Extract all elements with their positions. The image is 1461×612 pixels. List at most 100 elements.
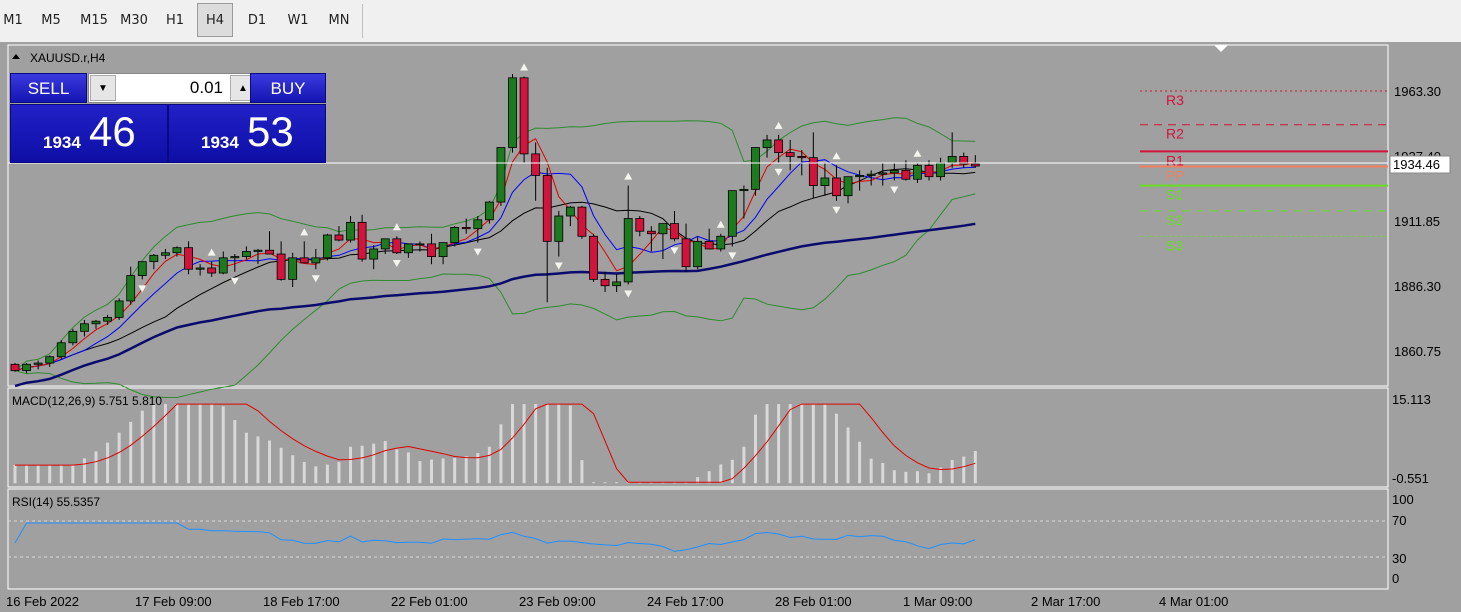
- candle-body: [322, 234, 332, 259]
- tf-h4-button[interactable]: H4: [197, 3, 233, 37]
- candle-body: [288, 257, 298, 280]
- candle-body: [241, 251, 251, 257]
- candle-body: [149, 254, 159, 263]
- candle-body: [774, 139, 784, 154]
- candle-body: [589, 235, 598, 280]
- macd-bar: [244, 432, 248, 484]
- candle-body: [727, 190, 737, 237]
- macd-bar: [753, 414, 757, 484]
- candle-body: [265, 249, 274, 255]
- macd-signal-line: [15, 403, 976, 483]
- macd-bar: [915, 471, 919, 484]
- macd-scale-bottom: -0.551: [1392, 471, 1429, 486]
- macd-bar: [834, 413, 838, 484]
- candle-body: [126, 275, 136, 302]
- ma-slow-line: [14, 168, 976, 372]
- chart-shift-marker[interactable]: [1214, 45, 1228, 52]
- date-tick: 24 Feb 17:00: [647, 594, 724, 609]
- macd-bar: [302, 462, 306, 484]
- macd-bar: [106, 442, 110, 484]
- macd-bar: [649, 482, 653, 484]
- candle-body: [970, 163, 980, 167]
- macd-bar: [592, 482, 595, 484]
- rsi-level: 70: [1392, 513, 1406, 528]
- macd-bar: [881, 462, 885, 484]
- macd-bar: [499, 424, 503, 484]
- rsi-pane[interactable]: [7, 488, 1389, 590]
- fractal-up-icon: [300, 228, 309, 236]
- macd-bar: [187, 404, 191, 484]
- macd-bar: [846, 427, 850, 484]
- buy-price-small: 1934: [201, 133, 239, 152]
- candle-body: [392, 238, 402, 254]
- date-tick: 28 Feb 01:00: [775, 594, 852, 609]
- fractal-up-icon: [716, 220, 725, 228]
- macd-bar: [360, 445, 364, 484]
- candle-body: [577, 206, 587, 237]
- fractal-up-icon: [624, 172, 633, 180]
- macd-bar: [453, 457, 457, 484]
- candle-body: [554, 215, 564, 242]
- candle-body: [473, 219, 483, 230]
- candlesticks: [10, 74, 980, 374]
- candle-body: [565, 206, 575, 217]
- macd-bar: [626, 482, 630, 484]
- candle-body: [68, 330, 78, 344]
- candle-body: [542, 175, 552, 242]
- macd-bar: [765, 404, 769, 484]
- buy-price-button[interactable]: 1934 53: [168, 104, 326, 163]
- macd-bar: [430, 459, 434, 484]
- fractal-up-icon: [832, 152, 841, 160]
- lot-size-input[interactable]: ▼ 0.01 ▲: [88, 73, 258, 103]
- sell-price-button[interactable]: 1934 46: [10, 104, 168, 163]
- toolbar-separator: [362, 4, 363, 38]
- candle-body: [438, 242, 448, 257]
- collapse-icon[interactable]: [12, 54, 20, 59]
- candle-body: [427, 243, 436, 257]
- tf-d1-button[interactable]: D1: [247, 13, 267, 28]
- macd-bar: [568, 405, 572, 484]
- candle-body: [913, 164, 922, 180]
- candle-body: [797, 156, 807, 159]
- candle-body: [91, 320, 101, 325]
- macd-bar: [383, 440, 387, 484]
- macd-bar: [892, 470, 896, 484]
- candle-body: [299, 257, 309, 264]
- fractal-down-icon: [624, 290, 633, 298]
- tf-m1-button[interactable]: M1: [3, 13, 23, 28]
- candle-body: [716, 235, 726, 250]
- macd-bar: [221, 406, 225, 484]
- candle-body: [195, 267, 205, 270]
- candle-body: [658, 223, 668, 235]
- candle-body: [80, 323, 89, 332]
- tf-m30-button[interactable]: M30: [120, 13, 148, 28]
- macd-bar: [962, 456, 966, 484]
- macd-bar: [672, 482, 676, 484]
- macd-bar: [59, 465, 63, 484]
- macd-bar: [511, 404, 515, 484]
- symbol-label: XAUUSD.r,H4: [30, 51, 106, 65]
- candle-body: [670, 223, 679, 240]
- candle-body: [808, 157, 818, 186]
- buy-button[interactable]: BUY: [250, 73, 326, 103]
- tf-w1-button[interactable]: W1: [287, 13, 309, 28]
- macd-bar: [973, 450, 977, 484]
- lot-decrease-button[interactable]: ▼: [90, 75, 116, 101]
- macd-pane[interactable]: [7, 387, 1389, 488]
- tf-h1-button[interactable]: H1: [165, 13, 185, 28]
- sell-price-small: 1934: [43, 133, 81, 152]
- fractal-markers: [138, 63, 922, 298]
- macd-histogram: [13, 403, 977, 484]
- tf-mn-button[interactable]: MN: [328, 13, 350, 28]
- tf-m15-button[interactable]: M15: [80, 13, 108, 28]
- macd-bar: [800, 404, 804, 484]
- macd-bar: [291, 455, 295, 484]
- sell-button[interactable]: SELL: [10, 73, 87, 103]
- candle-body: [311, 257, 321, 264]
- macd-bar: [94, 451, 98, 484]
- lot-size-value[interactable]: 0.01: [189, 78, 223, 97]
- candle-body: [739, 188, 749, 192]
- macd-bar: [36, 465, 40, 484]
- current-price-label: 1934.46: [1393, 157, 1440, 172]
- tf-m5-button[interactable]: M5: [41, 13, 61, 28]
